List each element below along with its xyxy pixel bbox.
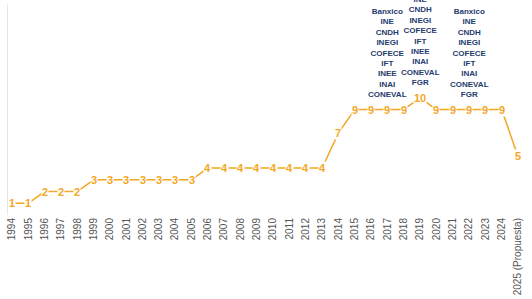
svg-text:2022: 2022	[463, 218, 474, 241]
svg-text:10: 10	[414, 92, 426, 104]
svg-text:9: 9	[450, 104, 456, 116]
svg-text:2010: 2010	[267, 218, 278, 241]
svg-text:3: 3	[123, 174, 129, 186]
svg-text:9: 9	[384, 104, 390, 116]
svg-text:1: 1	[25, 197, 31, 209]
svg-text:3: 3	[189, 174, 195, 186]
svg-text:1999: 1999	[88, 218, 99, 241]
svg-text:5: 5	[515, 150, 521, 162]
svg-text:2018: 2018	[398, 218, 409, 241]
svg-text:1994: 1994	[6, 218, 17, 241]
svg-text:9: 9	[401, 104, 407, 116]
svg-text:2002: 2002	[137, 218, 148, 241]
svg-text:2023: 2023	[480, 218, 491, 241]
svg-text:2: 2	[58, 186, 64, 198]
svg-text:9: 9	[466, 104, 472, 116]
svg-text:2014: 2014	[333, 218, 344, 241]
svg-text:BanxicoINECNDHINEGICOFECEIFTIN: BanxicoINECNDHINEGICOFECEIFTINAICONEVALF…	[450, 7, 489, 99]
svg-text:2001: 2001	[121, 218, 132, 241]
svg-text:9: 9	[499, 104, 505, 116]
svg-text:2009: 2009	[251, 218, 262, 241]
svg-text:2011: 2011	[284, 218, 295, 240]
svg-text:2021: 2021	[447, 218, 458, 241]
svg-text:1: 1	[9, 197, 15, 209]
svg-text:2020: 2020	[431, 218, 442, 241]
svg-text:INECNDHINEGICOFECEIFTINEEINAIC: INECNDHINEGICOFECEIFTINEEINAICONEVALFGR	[401, 0, 440, 87]
svg-text:1998: 1998	[72, 218, 83, 241]
svg-text:2005: 2005	[186, 218, 197, 241]
svg-text:1995: 1995	[23, 218, 34, 241]
svg-text:2024: 2024	[496, 218, 507, 241]
svg-text:1997: 1997	[55, 218, 66, 241]
svg-text:3: 3	[140, 174, 146, 186]
svg-text:3: 3	[172, 174, 178, 186]
svg-text:2003: 2003	[153, 218, 164, 241]
svg-text:2008: 2008	[235, 218, 246, 241]
svg-text:2016: 2016	[365, 218, 376, 241]
svg-text:2004: 2004	[169, 218, 180, 241]
svg-text:2: 2	[74, 186, 80, 198]
svg-text:7: 7	[335, 127, 341, 139]
svg-text:4: 4	[319, 162, 326, 174]
svg-text:2012: 2012	[300, 218, 311, 241]
svg-text:9: 9	[433, 104, 439, 116]
svg-text:BanxicoINECNDHINEGICOFECEIFTIN: BanxicoINECNDHINEGICOFECEIFTINEEINAICONE…	[368, 7, 407, 99]
svg-text:2000: 2000	[104, 218, 115, 241]
svg-text:2006: 2006	[202, 218, 213, 241]
svg-text:4: 4	[302, 162, 309, 174]
svg-text:9: 9	[482, 104, 488, 116]
svg-text:3: 3	[156, 174, 162, 186]
svg-text:3: 3	[107, 174, 113, 186]
svg-text:4: 4	[237, 162, 244, 174]
svg-text:1996: 1996	[39, 218, 50, 241]
svg-text:2: 2	[42, 186, 48, 198]
svg-text:2019: 2019	[414, 218, 425, 241]
svg-text:2013: 2013	[316, 218, 327, 241]
svg-text:4: 4	[253, 162, 260, 174]
svg-text:4: 4	[286, 162, 293, 174]
svg-text:2025 (Propuesta): 2025 (Propuesta)	[512, 218, 523, 295]
svg-text:2017: 2017	[382, 218, 393, 241]
svg-text:2015: 2015	[349, 218, 360, 241]
svg-text:3: 3	[91, 174, 97, 186]
svg-text:4: 4	[204, 162, 211, 174]
svg-text:9: 9	[352, 104, 358, 116]
svg-text:9: 9	[368, 104, 374, 116]
svg-text:4: 4	[270, 162, 277, 174]
svg-text:4: 4	[221, 162, 228, 174]
svg-text:2007: 2007	[218, 218, 229, 241]
